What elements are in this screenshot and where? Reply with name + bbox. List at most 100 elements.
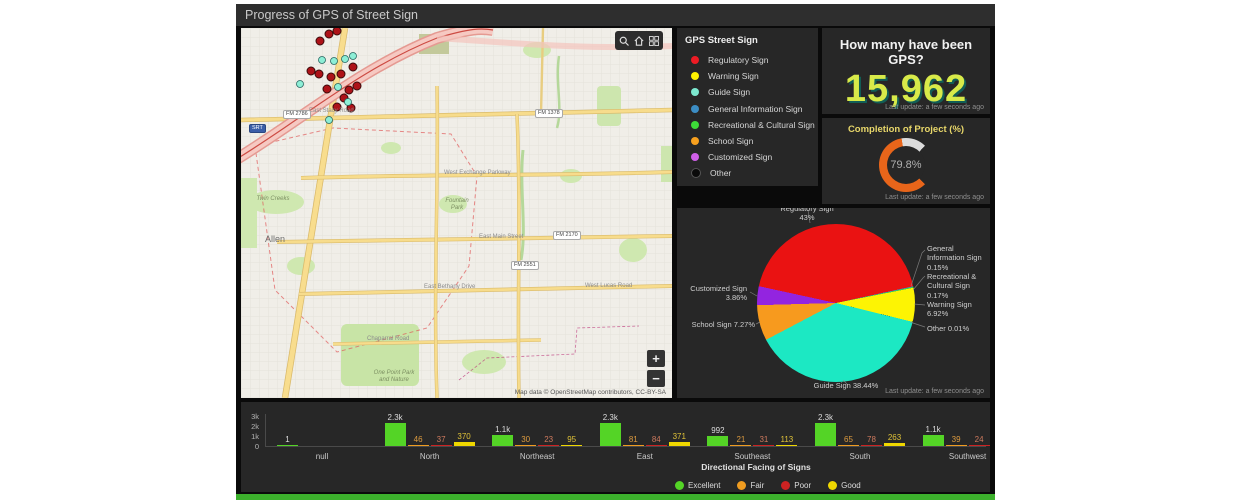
bar[interactable] — [515, 445, 537, 446]
legend-item-other: Other — [677, 165, 818, 181]
bar[interactable] — [945, 445, 967, 446]
bar-legend-swatch-good — [828, 481, 838, 490]
bar-legend-swatch-excellent — [675, 481, 684, 490]
bar[interactable] — [838, 445, 859, 446]
pie-label-warning: Warning Sign 6.92% — [927, 300, 972, 319]
bar-legend-item-poor: Poor — [781, 481, 811, 490]
legend-swatch-customized — [691, 153, 699, 162]
bar-y-tick: 2k — [251, 422, 259, 431]
bar-value-label: 46 — [413, 435, 423, 444]
bar-category-label: Southeast — [734, 452, 771, 461]
gauge-last-update: Last update: a few seconds ago — [885, 194, 984, 201]
bar-value-label: 1 — [285, 435, 290, 444]
legend-swatch-recreational — [691, 120, 699, 129]
bar[interactable] — [492, 435, 514, 446]
map-canvas[interactable] — [241, 28, 672, 398]
map-shield-fm1378: FM 1378 — [535, 109, 563, 118]
gauge-ring — [879, 138, 933, 192]
bar-legend-swatch-fair — [737, 481, 747, 490]
bar[interactable] — [861, 445, 882, 446]
bar-value-label: 84 — [651, 435, 661, 444]
bar-baseline — [265, 446, 986, 447]
bottom-accent-bar — [236, 494, 995, 500]
legend-panel: GPS Street Sign Regulatory Sign Warning … — [677, 28, 818, 186]
bar-category-label: East — [636, 452, 653, 461]
bar-value-label: 2.3k — [602, 413, 618, 422]
bar[interactable] — [922, 435, 944, 446]
search-icon[interactable] — [618, 35, 630, 47]
bar[interactable] — [645, 445, 667, 446]
bar-category-label: North — [419, 452, 440, 461]
legend-item-customized: Customized Sign — [677, 149, 818, 165]
legend-item-guide: Guide Sign — [677, 84, 818, 100]
map-label-lucas-road: West Lucas Road — [585, 283, 633, 289]
highway-band — [241, 28, 672, 164]
map-shield-fm2170: FM 2170 — [553, 231, 581, 240]
map-panel[interactable]: Allen Twin Creeks Fountain Park One Poin… — [241, 28, 672, 398]
zoom-in-button[interactable]: + — [647, 350, 665, 367]
home-icon[interactable] — [633, 35, 645, 47]
sign-points-layer[interactable] — [296, 28, 362, 124]
bar-value-label: 95 — [567, 435, 577, 444]
bar-value-label: 31 — [759, 435, 769, 444]
bar-legend-item-excellent: Excellent — [675, 481, 720, 490]
bar-value-label: 263 — [887, 433, 902, 442]
bar-value-label: 371 — [672, 432, 686, 441]
bar[interactable] — [753, 445, 775, 446]
legend-swatch-regulatory — [691, 56, 699, 65]
basemap-grid-icon[interactable] — [648, 35, 660, 47]
pie-label-recreational: Recreational & Cultural Sign 0.17% — [927, 272, 977, 300]
bar[interactable] — [407, 445, 429, 446]
bar-legend: Excellent Fair Poor Good — [675, 481, 861, 490]
zoom-out-button[interactable]: − — [647, 370, 665, 387]
dashboard-header: Progress of GPS of Street Sign — [236, 4, 995, 26]
bar-y-tick: 1k — [251, 432, 259, 441]
bar-y-tick: 3k — [251, 412, 259, 421]
bar[interactable] — [622, 445, 644, 446]
pie-chart[interactable] — [757, 224, 915, 382]
pie-label-guide: Guide Sign 38.44% — [813, 381, 879, 390]
bar-legend-swatch-poor — [781, 481, 791, 490]
gauge-title: Completion of Project (%) — [847, 124, 965, 135]
bar-y-tick: 0 — [254, 442, 259, 451]
bar-plot[interactable]: 0 1k 2k 3k null 1 North 2.3k 46 37 370 Northeast 1.1… — [241, 402, 990, 492]
bar[interactable] — [453, 442, 475, 446]
bar[interactable] — [730, 445, 752, 446]
dashboard: Progress of GPS of Street Sign — [236, 4, 995, 500]
bar[interactable] — [668, 442, 690, 446]
bar-legend-item-fair: Fair — [737, 481, 764, 490]
pie-label-customized: Customized Sign 3.86% — [690, 284, 747, 303]
legend-item-general-info: General Information Sign — [677, 101, 818, 117]
pie-label-general-info: General Information Sign 0.15% — [927, 244, 982, 272]
legend-items: Regulatory Sign Warning Sign Guide Sign … — [677, 52, 818, 182]
bar-value-label: 370 — [457, 432, 471, 441]
bar[interactable] — [277, 445, 298, 446]
guide-sign-points — [296, 52, 357, 124]
bar[interactable] — [384, 423, 406, 446]
legend-swatch-warning — [691, 72, 699, 81]
bar[interactable] — [707, 436, 729, 446]
bar[interactable] — [884, 443, 905, 446]
legend-item-school: School Sign — [677, 133, 818, 149]
map-toolbar — [615, 31, 663, 50]
bar[interactable] — [561, 445, 583, 446]
dashboard-title: Progress of GPS of Street Sign — [245, 8, 418, 22]
bar[interactable] — [430, 445, 452, 446]
bar-value-label: 113 — [780, 435, 794, 444]
map-shield-srt: SRT — [249, 124, 266, 133]
indicator-panel: How many have been GPS? 15,962 Last upda… — [822, 28, 990, 114]
bar[interactable] — [776, 445, 798, 446]
map-label-one-point-park: One Point Park and Nature — [373, 370, 415, 383]
bar[interactable] — [968, 445, 990, 446]
bar-value-label: 2.3k — [817, 413, 834, 422]
bar[interactable] — [538, 445, 560, 446]
bar[interactable] — [599, 423, 621, 446]
bar-value-label: 39 — [951, 435, 961, 444]
bar-category-label: null — [315, 452, 329, 461]
legend-swatch-school — [691, 137, 699, 146]
bar[interactable] — [815, 423, 836, 446]
map-label-stacy-road: East Stacy Road — [309, 108, 354, 114]
legend-item-regulatory: Regulatory Sign — [677, 52, 818, 68]
bar-value-label: 23 — [544, 435, 554, 444]
